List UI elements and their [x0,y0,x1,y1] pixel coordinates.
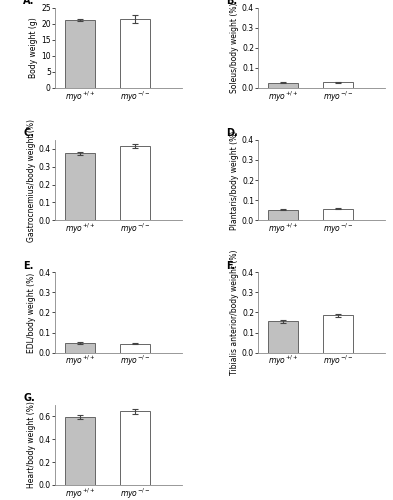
Text: G.: G. [23,393,35,403]
Y-axis label: EDL/body weight (%): EDL/body weight (%) [27,272,36,352]
Bar [65,154,95,220]
Bar [120,411,150,485]
Text: E.: E. [23,260,34,270]
Bar [323,208,353,220]
Bar [268,210,298,220]
Bar [120,146,150,220]
Bar [120,344,150,352]
Bar [323,316,353,352]
Y-axis label: Plantaris/body weight (%): Plantaris/body weight (%) [230,130,239,230]
Y-axis label: Heart/body weight (%): Heart/body weight (%) [27,402,36,488]
Bar [65,20,95,88]
Text: C.: C. [23,128,34,138]
Text: A.: A. [23,0,35,6]
Bar [65,343,95,352]
Bar [323,82,353,88]
Y-axis label: Soleus/body weight (%): Soleus/body weight (%) [230,2,239,93]
Y-axis label: Tibialis anterior/body weight (%): Tibialis anterior/body weight (%) [230,250,239,375]
Bar [65,417,95,485]
Text: F.: F. [226,260,235,270]
Bar [268,82,298,88]
Y-axis label: Body weight (g): Body weight (g) [29,18,39,78]
Text: B.: B. [226,0,237,6]
Text: D.: D. [226,128,238,138]
Y-axis label: Gastrocnemius/body weight (%): Gastrocnemius/body weight (%) [27,118,36,242]
Bar [268,322,298,352]
Bar [120,18,150,88]
